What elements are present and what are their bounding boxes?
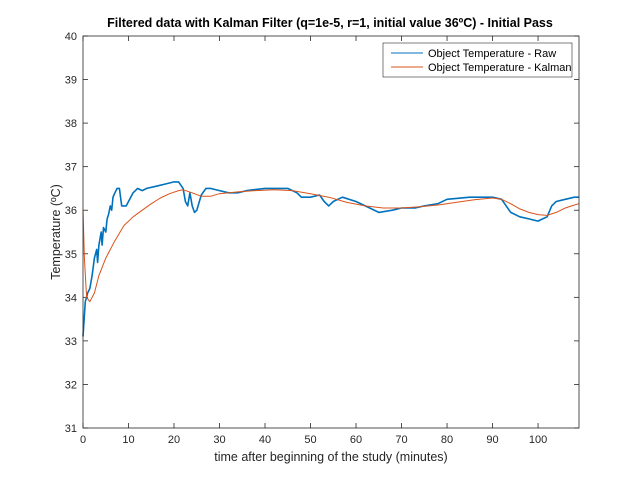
x-tick-label: 100 (529, 434, 547, 446)
x-tick-label: 50 (304, 434, 316, 446)
y-tick-label: 38 (65, 118, 77, 130)
x-axis-label: time after beginning of the study (minut… (214, 450, 447, 464)
x-tick-label: 30 (213, 434, 225, 446)
series-line-raw (82, 181, 579, 337)
y-tick-label: 34 (65, 292, 77, 304)
x-tick-label: 90 (486, 434, 498, 446)
x-tick-label: 10 (122, 434, 134, 446)
x-tick-label: 40 (259, 434, 271, 446)
y-tick-label: 33 (65, 336, 77, 348)
x-tick-label: 70 (395, 434, 407, 446)
x-tick-label: 0 (80, 434, 86, 446)
axes-background (83, 36, 579, 428)
legend-box (382, 42, 573, 78)
y-tick-label: 36 (65, 205, 77, 217)
x-tick-label: 20 (168, 434, 180, 446)
y-tick-label: 32 (65, 379, 77, 391)
axes-box (82, 35, 580, 429)
legend-label-kalman: Object Temperature - Kalman (428, 62, 571, 74)
y-tick-label: 31 (65, 423, 77, 435)
legend: Object Temperature - Raw Object Temperat… (382, 42, 573, 78)
y-tick-label: 40 (65, 31, 77, 43)
series-line-kalman (82, 189, 580, 303)
x-tick-label: 80 (441, 434, 453, 446)
series-group (82, 181, 580, 337)
chart-title: Filtered data with Kalman Filter (q=1e-5… (107, 16, 553, 30)
x-tick-label: 60 (350, 434, 362, 446)
legend-label-raw: Object Temperature - Raw (428, 48, 556, 60)
axis-ticks: 0 10 20 30 40 50 60 70 80 90 100 31 32 33 34 35 36 37 38 39… (65, 31, 579, 446)
plot-area: 0 10 20 30 40 50 60 70 80 90 100 31 32 33 34 35 36 37 38 39… (65, 31, 580, 446)
y-tick-label: 39 (65, 75, 77, 87)
y-tick-label: 35 (65, 249, 77, 261)
y-tick-label: 37 (65, 162, 77, 174)
y-axis-label: Temperature (ºC) (49, 184, 63, 280)
